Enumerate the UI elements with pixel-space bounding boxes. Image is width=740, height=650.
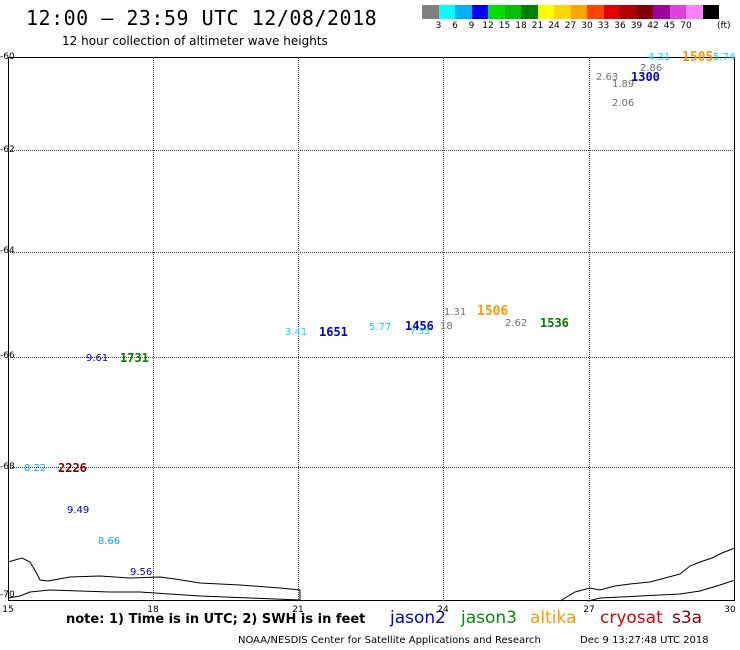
scale-label: 9: [468, 21, 475, 31]
pass-time-label: 1505: [682, 50, 714, 65]
scale-swatch: [504, 5, 521, 19]
scale-units: (ft): [717, 21, 731, 31]
wave-height-label: 5.77: [369, 322, 392, 333]
scale-label: 6: [452, 21, 458, 31]
scale-swatch: [686, 5, 703, 19]
coastline-east: [559, 547, 736, 602]
wave-height-label: 18: [440, 321, 453, 332]
scale-label: 45: [663, 21, 676, 31]
wave-height-label: 4.31: [648, 52, 671, 63]
wave-height-label: 2.63: [596, 72, 619, 83]
pass-time-label: 1300: [631, 70, 660, 84]
scale-swatch: [455, 5, 472, 19]
scale-swatch: [438, 5, 455, 19]
scale-label: 70: [680, 21, 692, 31]
legend-jason2: jason2: [390, 608, 446, 628]
scale-swatch: [620, 5, 637, 19]
x-tick-label: 24: [437, 605, 449, 615]
grid-line-lon-24: [443, 57, 444, 601]
chart-subtitle: 12 hour collection of altimeter wave hei…: [62, 34, 328, 48]
scale-swatch: [521, 5, 538, 19]
legend-s3a: s3a: [672, 608, 703, 628]
wave-height-label: 1.89: [612, 79, 635, 90]
coastline-west: [7, 557, 301, 601]
pass-time-label: 1456: [405, 319, 434, 333]
scale-swatch: [636, 5, 653, 19]
scale-label: 21: [531, 21, 544, 31]
footnote: note: 1) Time is in UTC; 2) SWH is in fe…: [66, 612, 366, 627]
legend-altika: altika: [530, 608, 577, 628]
scale-swatch: [702, 5, 719, 19]
scale-label: 12: [482, 21, 494, 31]
grid-line-lon-27: [589, 57, 590, 601]
scale-swatch: [488, 5, 505, 19]
scale-label: 39: [630, 21, 643, 31]
scale-label: 33: [597, 21, 610, 31]
x-tick-label: 15: [2, 605, 14, 615]
y-tick-label: -70: [0, 590, 15, 600]
scale-swatch: [669, 5, 686, 19]
pass-time-label: 1536: [540, 316, 569, 330]
x-tick-label: 30: [724, 605, 736, 615]
scale-swatch: [537, 5, 554, 19]
y-tick-label: -60: [0, 52, 15, 62]
y-tick-label: -66: [0, 351, 15, 361]
pass-time-label: 1651: [319, 325, 348, 339]
pass-time-label: 1506: [477, 304, 509, 319]
wave-height-label: 5.74: [713, 52, 736, 63]
map-frame: [8, 57, 735, 601]
x-tick-label: 27: [583, 605, 595, 615]
pass-time-label: 1731: [120, 351, 149, 365]
chart-title: 12:00 – 23:59 UTC 12/08/2018: [26, 6, 378, 30]
y-tick-label: -68: [0, 462, 15, 472]
scale-label: 42: [647, 21, 659, 31]
wave-height-label: 8.66: [98, 536, 121, 547]
scale-swatch: [471, 5, 488, 19]
wave-height-label: 7.35: [410, 327, 431, 337]
scale-swatch: [554, 5, 571, 19]
grid-line-lat-64: [8, 252, 735, 253]
wave-height-label: 9.61: [86, 353, 109, 364]
wave-height-label: 9.49: [67, 505, 90, 516]
grid-line-lon-18: [153, 57, 154, 601]
scale-label: 30: [581, 21, 593, 31]
scale-label: 15: [498, 21, 511, 31]
credit-text: NOAA/NESDIS Center for Satellite Applica…: [238, 635, 541, 646]
wave-height-label: 2.62: [505, 318, 528, 329]
scale-swatch: [587, 5, 604, 19]
scale-label: 27: [564, 21, 577, 31]
scale-swatch: [653, 5, 670, 19]
wave-height-label: 8.22: [24, 463, 47, 474]
color-scale-labels: 3 6 9 12 15 18 21 24 27 30 33 36 39 42 45 70: [422, 21, 740, 33]
color-scale: [422, 5, 719, 19]
wave-height-label: 1.31: [444, 307, 467, 318]
y-tick-label: -62: [0, 145, 15, 155]
scale-swatch: [603, 5, 620, 19]
wave-height-label: 3.41: [285, 327, 308, 338]
x-tick-label: 21: [292, 605, 304, 615]
scale-swatch: [570, 5, 587, 19]
pass-time-label: 2226: [58, 461, 87, 475]
scale-swatch: [422, 5, 439, 19]
grid-line-lat-62: [8, 150, 735, 151]
grid-line-lat-66: [8, 357, 735, 358]
generated-timestamp: Dec 9 13:27:48 UTC 2018: [580, 635, 709, 646]
x-tick-label: 18: [147, 605, 159, 615]
wave-height-label: 2.86: [640, 63, 663, 74]
y-tick-label: -64: [0, 246, 15, 256]
scale-label: 18: [515, 21, 527, 31]
legend-cryosat: cryosat: [600, 608, 663, 628]
scale-label: 3: [435, 21, 442, 31]
wave-height-label: 2.06: [612, 98, 635, 109]
scale-label: 36: [614, 21, 626, 31]
grid-line-lon-21: [298, 57, 299, 601]
wave-height-label: 9.56: [130, 567, 153, 578]
grid-line-lat-68: [8, 467, 735, 468]
legend-jason3: jason3: [461, 608, 517, 628]
scale-label: 24: [548, 21, 560, 31]
